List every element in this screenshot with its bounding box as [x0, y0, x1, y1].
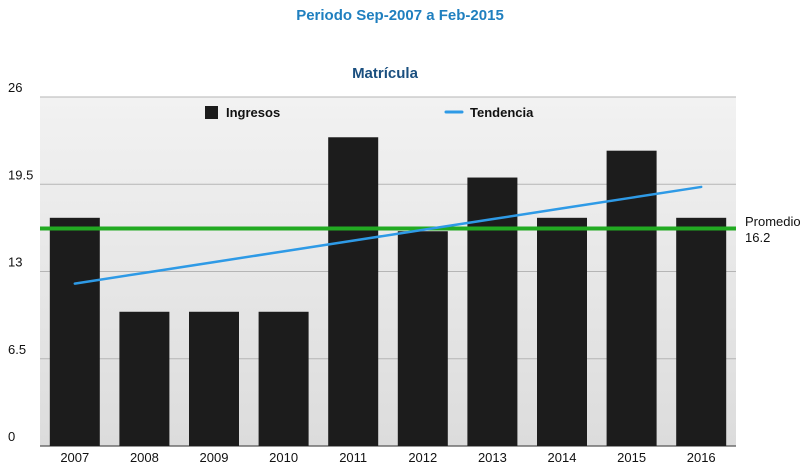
overlay-lines: [40, 185, 736, 285]
x-axis-ticks: 2007 2008 2009 2010 2011 2012 2013 2014 2015 2016: [60, 450, 715, 465]
x-tick-label: 2016: [687, 450, 716, 465]
x-tick-label: 2015: [617, 450, 646, 465]
y-tick-label: 19.5: [8, 167, 33, 182]
bar: [676, 217, 727, 446]
x-tick-label: 2007: [60, 450, 89, 465]
average-value: 16.2: [745, 230, 770, 245]
x-tick-label: 2014: [548, 450, 577, 465]
bar: [189, 311, 239, 446]
legend-label-ingresos: Ingresos: [226, 105, 280, 120]
x-tick-label: 2009: [200, 450, 229, 465]
chart-period-title: Periodo Sep-2007 a Feb-2015: [296, 7, 504, 24]
trend-line: [73, 185, 703, 285]
chart-subtitle: Matrícula: [352, 65, 418, 82]
bar: [119, 311, 170, 446]
y-tick-label: 26: [8, 80, 22, 95]
bars-group: [49, 137, 727, 447]
legend-label-tendencia: Tendencia: [470, 105, 534, 120]
x-tick-label: 2008: [130, 450, 159, 465]
bar: [537, 217, 587, 446]
bar: [328, 137, 379, 446]
average-label: Promedio: [745, 214, 800, 229]
bar: [258, 311, 309, 446]
bar: [397, 231, 448, 446]
bar: [49, 217, 100, 446]
x-tick-label: 2010: [269, 450, 298, 465]
y-tick-label: 0: [8, 429, 15, 444]
y-tick-label: 13: [8, 255, 22, 270]
y-tick-label: 6.5: [8, 342, 26, 357]
x-tick-label: 2012: [408, 450, 437, 465]
bar: [467, 177, 518, 447]
x-tick-label: 2013: [478, 450, 507, 465]
y-axis-ticks: 0 6.5 13 19.5 26: [8, 80, 33, 444]
legend-swatch-ingresos: [205, 106, 218, 119]
legend: Ingresos Tendencia: [205, 105, 534, 120]
x-tick-label: 2011: [339, 450, 367, 465]
